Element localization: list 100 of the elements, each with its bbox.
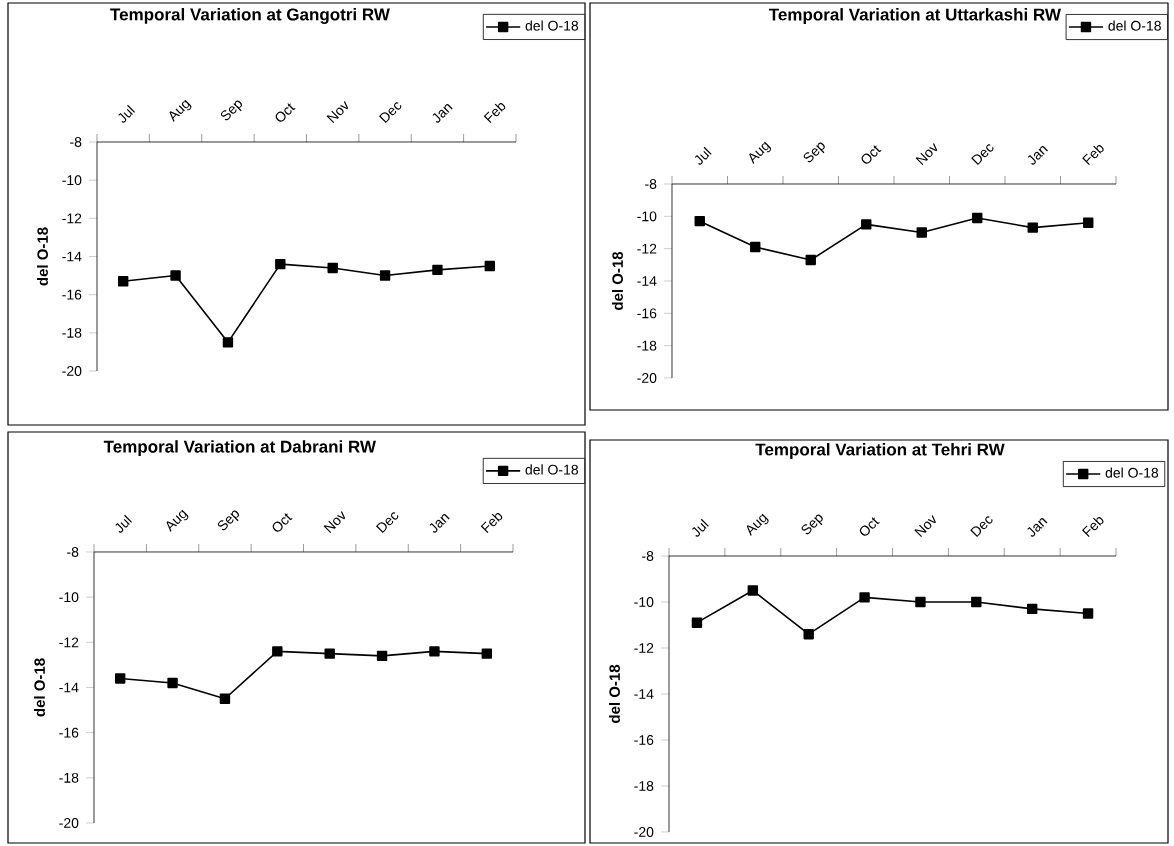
point (275, 258, 286, 270)
x-tick-label: Sep (217, 510, 240, 531)
point (1082, 608, 1094, 619)
y-tick-label: -14 (62, 251, 82, 262)
y-tick-label: -12 (637, 243, 657, 254)
y-tick-label: -20 (62, 366, 82, 376)
chart-title: Temporal Variation at Uttarkashi RW (768, 8, 1061, 24)
y-tick-label: -18 (62, 327, 82, 338)
x-tick-label: Nov (915, 143, 938, 166)
y-tick-label: -14 (634, 689, 654, 699)
point (117, 276, 129, 287)
y-tick-label: -18 (59, 772, 79, 783)
y-tick-label: -18 (634, 781, 654, 791)
point (916, 227, 927, 238)
chart-title: Temporal Variation at Tehri RW (755, 443, 1005, 459)
point (803, 628, 814, 640)
point (379, 270, 391, 281)
y-tick-label: -14 (637, 276, 657, 286)
legend-label: del O-18 (525, 464, 579, 475)
point (219, 693, 231, 704)
x-tick-label: Jul (118, 104, 136, 123)
y-tick-label: -18 (637, 340, 657, 351)
y-axis-title: del O-18 (611, 251, 623, 310)
x-tick-label: Dec (378, 102, 402, 124)
chart-title: Temporal Variation at Gangotri RW (110, 7, 390, 24)
x-tick-label: Sep (803, 142, 825, 163)
x-tick-label: Feb (1082, 145, 1104, 166)
x-tick-label: Oct (272, 513, 293, 532)
y-tick-label: -16 (637, 308, 657, 319)
y-tick-label: -16 (59, 727, 79, 738)
point (376, 650, 388, 662)
y-tick-label: -16 (62, 289, 82, 300)
point (1027, 222, 1038, 233)
x-tick-label: Nov (326, 101, 349, 124)
point (170, 270, 181, 281)
point (272, 646, 283, 657)
point (805, 254, 816, 266)
point (750, 241, 761, 253)
point (915, 596, 926, 608)
point (167, 677, 178, 689)
y-tick-label: -10 (59, 592, 79, 603)
x-tick-label: Jul (694, 146, 712, 165)
point (1026, 603, 1038, 615)
x-tick-label: Jan (1027, 518, 1048, 537)
y-tick-label: -8 (67, 547, 79, 557)
x-tick-label: Dec (971, 144, 994, 166)
point (114, 673, 126, 684)
x-tick-label: Sep (220, 100, 243, 121)
y-tick-label: -8 (642, 551, 654, 561)
point (432, 264, 443, 276)
x-tick-label: Oct (861, 145, 882, 164)
x-tick-label: Oct (275, 103, 296, 122)
x-tick-label: Feb (483, 103, 506, 124)
legend-label: del O-18 (1108, 20, 1161, 31)
y-axis-title: del O-18 (33, 658, 45, 717)
x-tick-label: Oct (859, 517, 880, 536)
y-tick-label: -10 (634, 597, 654, 607)
x-tick-label: Jul (692, 518, 709, 537)
y-tick-label: -12 (634, 643, 654, 653)
point (484, 260, 496, 272)
point (324, 648, 335, 659)
y-tick-label: -12 (62, 213, 82, 224)
y-axis-title: del O-18 (608, 664, 620, 723)
x-tick-label: Feb (1081, 517, 1104, 538)
y-tick-label: -14 (59, 682, 79, 693)
point (222, 337, 234, 348)
y-tick-label: -16 (634, 735, 654, 745)
point (859, 592, 870, 603)
y-tick-label: -8 (70, 137, 82, 147)
y-tick-label: -8 (645, 179, 657, 189)
point (1083, 217, 1094, 228)
legend-label: del O-18 (525, 20, 579, 31)
x-tick-label: Nov (323, 511, 346, 534)
point (694, 215, 705, 227)
point (429, 646, 440, 657)
point (971, 596, 982, 608)
x-tick-label: Nov (914, 515, 936, 538)
point (691, 617, 703, 628)
x-tick-label: Dec (375, 512, 399, 534)
point (747, 585, 759, 596)
x-tick-label: Aug (749, 141, 772, 164)
x-tick-label: Jan (1027, 146, 1048, 165)
point (327, 262, 338, 274)
x-tick-label: Aug (746, 513, 769, 536)
legend-label: del O-18 (1105, 467, 1159, 478)
x-tick-label: Aug (166, 509, 189, 532)
x-tick-label: Jan (432, 104, 453, 123)
point (861, 219, 872, 230)
x-tick-label: Aug (169, 99, 192, 122)
y-tick-label: -20 (59, 818, 79, 828)
y-tick-label: -12 (59, 637, 79, 648)
y-axis-title: del O-18 (36, 227, 48, 286)
y-tick-label: -10 (62, 175, 82, 186)
x-tick-label: Feb (480, 513, 503, 534)
x-tick-label: Jan (429, 514, 450, 533)
y-tick-label: -20 (634, 827, 654, 837)
x-tick-label: Sep (801, 514, 823, 535)
point (972, 212, 983, 224)
y-tick-label: -20 (637, 373, 657, 383)
x-tick-label: Dec (970, 516, 993, 538)
